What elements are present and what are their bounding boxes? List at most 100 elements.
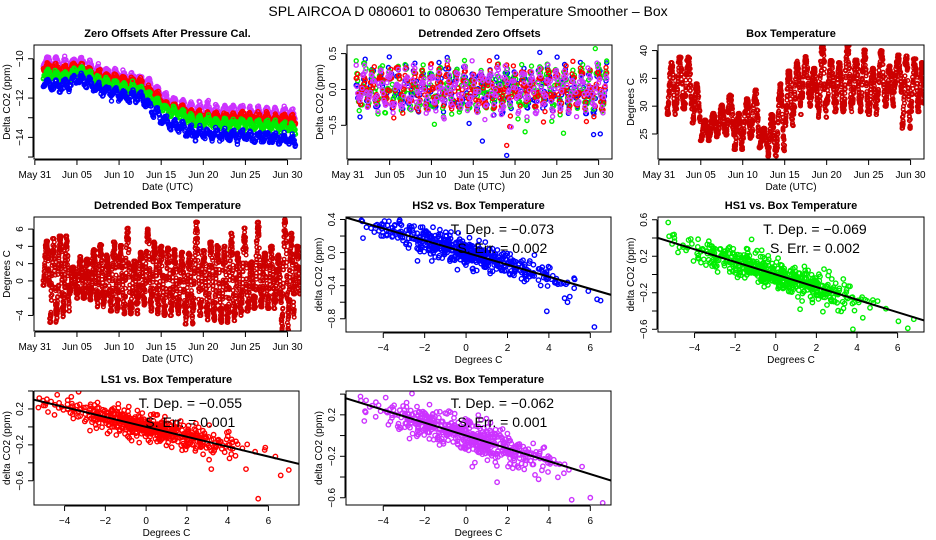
data-point	[583, 88, 590, 94]
data-point	[729, 97, 735, 103]
data-point	[108, 98, 115, 104]
data-point	[563, 71, 569, 78]
data-point	[449, 103, 456, 109]
data-point	[445, 84, 451, 90]
data-point	[369, 72, 375, 79]
data-point	[131, 89, 137, 96]
data-point	[383, 101, 389, 108]
data-point	[63, 70, 70, 77]
data-point	[533, 103, 539, 110]
data-point	[400, 101, 406, 108]
data-point	[687, 88, 693, 94]
data-point	[577, 84, 584, 91]
data-point	[504, 66, 510, 73]
data-point	[546, 84, 553, 90]
data-point	[361, 60, 368, 66]
data-point	[697, 108, 703, 114]
data-point	[497, 82, 503, 89]
data-point	[770, 113, 776, 119]
data-point	[683, 93, 689, 99]
data-point	[358, 94, 364, 100]
data-point	[491, 101, 497, 108]
data-point	[391, 115, 397, 121]
data-point	[564, 97, 571, 104]
panel-title: Zero Offsets After Pressure Cal.	[84, 28, 250, 40]
data-point	[444, 58, 450, 64]
outlier-point	[590, 131, 597, 138]
data-point	[524, 114, 530, 120]
data-point	[471, 77, 477, 84]
data-point	[551, 101, 557, 108]
y-tick-label: −14	[15, 128, 26, 145]
data-point	[788, 99, 794, 105]
x-tick-label: Jun 25	[542, 170, 572, 181]
data-point	[494, 61, 501, 68]
data-point	[790, 123, 796, 129]
data-point	[498, 111, 505, 118]
data-point	[784, 110, 790, 116]
data-point	[483, 102, 490, 108]
data-point	[205, 97, 212, 104]
x-tick-label: Jun 15	[458, 170, 488, 181]
data-point	[601, 90, 608, 96]
data-point	[480, 95, 486, 102]
data-point	[732, 143, 738, 149]
data-point	[516, 92, 523, 99]
data-point	[780, 127, 786, 133]
data-point	[388, 70, 394, 77]
data-point	[436, 59, 442, 66]
data-point	[126, 99, 133, 106]
data-point	[480, 85, 486, 91]
data-point	[696, 100, 702, 106]
x-tick-label: Jun 05	[375, 170, 405, 181]
data-point	[530, 77, 536, 83]
data-point	[467, 100, 474, 106]
data-point	[402, 66, 408, 72]
data-point	[737, 120, 743, 126]
data-point	[604, 75, 610, 82]
data-point	[766, 146, 772, 152]
x-tick-label: May 31	[331, 170, 364, 181]
data-point	[442, 98, 448, 104]
data-point	[380, 90, 386, 97]
data-point	[528, 69, 535, 75]
data-point	[189, 112, 195, 118]
data-point	[452, 81, 459, 87]
data-point	[558, 88, 565, 95]
data-point	[770, 115, 776, 121]
data-point	[446, 72, 453, 78]
data-point	[754, 101, 760, 107]
data-point	[434, 94, 440, 101]
data-point	[415, 104, 421, 111]
data-point	[379, 63, 386, 69]
data-point	[531, 85, 538, 92]
data-point	[582, 103, 588, 110]
data-point	[234, 141, 241, 147]
x-tick-label: Jun 20	[500, 170, 530, 181]
data-point	[432, 99, 438, 106]
data-point	[490, 112, 496, 119]
data-point	[96, 79, 102, 85]
data-point	[573, 89, 579, 96]
data-point	[147, 89, 153, 96]
data-point	[677, 60, 683, 66]
data-point	[557, 108, 563, 114]
data-point	[724, 128, 730, 134]
panel-title: Detrended Zero Offsets	[418, 28, 540, 40]
data-point	[422, 86, 428, 93]
data-point	[517, 103, 523, 109]
data-point	[589, 91, 595, 97]
data-point	[430, 75, 436, 81]
y-tick-label: −10	[15, 50, 26, 67]
outlier-point	[597, 131, 603, 137]
data-point	[507, 101, 514, 108]
data-point	[467, 90, 474, 96]
data-point	[570, 78, 576, 84]
data-point	[386, 88, 392, 94]
data-point	[671, 72, 677, 78]
data-point	[356, 107, 362, 114]
series-hs2	[40, 70, 299, 150]
data-point	[371, 78, 377, 84]
data-point	[404, 74, 411, 80]
y-axis-label: Delta CO2 (ppm)	[2, 64, 13, 140]
